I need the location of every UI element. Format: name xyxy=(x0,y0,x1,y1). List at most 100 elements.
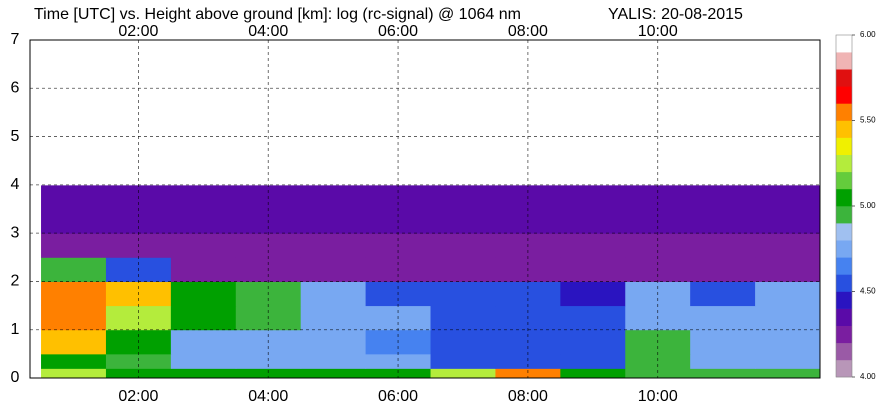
heatmap-cell xyxy=(300,233,367,258)
heatmap-cell xyxy=(495,368,561,378)
heatmap-cell xyxy=(41,353,107,369)
colorbar-swatch xyxy=(836,325,852,344)
x-tick-label: 04:00 xyxy=(248,388,288,405)
colorbar-swatch xyxy=(836,240,852,258)
heatmap-cell xyxy=(430,233,496,258)
x-tick-label: 08:00 xyxy=(508,388,548,405)
heatmap-cell xyxy=(430,40,496,186)
heatmap-cell xyxy=(560,305,626,331)
heatmap-cell xyxy=(41,40,107,186)
colorbar-swatch xyxy=(836,274,852,292)
heatmap-cell xyxy=(41,233,107,258)
heatmap-cell xyxy=(690,281,756,307)
colorbar-tick-label: 6.00 xyxy=(860,30,876,39)
x-tick-label: 10:00 xyxy=(638,23,678,40)
colorbar-swatch xyxy=(836,103,852,121)
heatmap-cell xyxy=(300,329,367,355)
colorbar-tick-label: 4.50 xyxy=(860,287,876,296)
colorbar-swatch xyxy=(836,308,852,326)
heatmap-cell xyxy=(430,281,496,307)
heatmap-cell xyxy=(690,233,756,258)
y-tick-label: 6 xyxy=(11,80,20,97)
heatmap-cell xyxy=(365,353,432,369)
heatmap-cell xyxy=(495,353,561,369)
colorbar-swatch xyxy=(836,291,852,309)
y-tick-label: 7 xyxy=(11,31,20,48)
chart-title: Time [UTC] vs. Height above ground [km]:… xyxy=(34,6,521,23)
colorbar-swatch xyxy=(836,35,852,53)
colorbar-swatch xyxy=(836,137,852,155)
x-tick-label: 02:00 xyxy=(118,23,158,40)
heatmap-cell xyxy=(560,281,626,307)
heatmap-cell xyxy=(170,353,237,369)
heatmap-cell xyxy=(690,353,756,369)
colorbar-swatch xyxy=(836,69,852,87)
colorbar-swatch xyxy=(836,257,852,275)
chart-subtitle: YALIS: 20-08-2015 xyxy=(608,6,743,23)
heatmap-cell xyxy=(235,353,302,369)
y-tick-label: 2 xyxy=(11,273,20,290)
heatmap-cell xyxy=(170,184,237,234)
heatmap-cell xyxy=(560,233,626,258)
y-tick-label: 3 xyxy=(11,224,20,241)
plot-frame xyxy=(29,39,821,379)
colorbar-swatch xyxy=(836,206,852,224)
y-tick-label: 5 xyxy=(11,128,20,145)
heatmap-cell xyxy=(690,329,756,355)
heatmap-cell xyxy=(690,184,756,234)
heatmap-cell xyxy=(690,40,756,186)
heatmap-cell xyxy=(755,281,820,307)
heatmap-cell xyxy=(170,233,237,258)
heatmap-cell xyxy=(430,353,496,369)
y-tick-label: 0 xyxy=(11,369,20,386)
y-tick-label: 1 xyxy=(11,321,20,338)
colorbar-swatch xyxy=(836,154,852,173)
heatmap-cell xyxy=(430,257,496,282)
x-tick-label: 06:00 xyxy=(378,388,418,405)
colorbar-tick-label: 5.00 xyxy=(860,201,876,210)
heatmap-cell xyxy=(560,368,626,378)
heatmap-cell xyxy=(430,329,496,355)
heatmap-cell xyxy=(690,368,756,378)
heatmap-cells xyxy=(41,40,820,378)
heatmap-cell xyxy=(300,40,367,186)
heatmap-cell xyxy=(170,329,237,355)
heatmap-cell xyxy=(755,184,820,234)
heatmap-cell xyxy=(755,353,820,369)
heatmap-cell xyxy=(105,368,172,378)
y-tick-label: 4 xyxy=(11,176,20,193)
heatmap-cell xyxy=(170,368,237,378)
x-tick-label: 10:00 xyxy=(638,388,678,405)
heatmap-cell xyxy=(755,233,820,258)
heatmap-cell xyxy=(430,368,496,378)
heatmap-cell xyxy=(170,257,237,282)
heatmap-cell xyxy=(41,184,107,234)
heatmap-cell xyxy=(430,305,496,331)
colorbar-swatch xyxy=(836,171,852,190)
heatmap-cell xyxy=(300,184,367,234)
x-tick-label: 04:00 xyxy=(248,23,288,40)
heatmap-cell xyxy=(41,368,107,378)
heatmap-cell xyxy=(41,257,107,282)
heatmap-cell xyxy=(105,353,172,369)
x-tick-label: 08:00 xyxy=(508,23,548,40)
heatmap-cell xyxy=(41,329,107,355)
colorbar-swatch xyxy=(836,52,852,70)
heatmap-cell xyxy=(170,40,237,186)
heatmap-cell xyxy=(41,281,107,307)
colorbar-swatch xyxy=(836,120,852,138)
colorbar-swatch xyxy=(836,223,852,241)
heatmap-cell xyxy=(170,281,237,307)
heatmap-cell xyxy=(560,329,626,355)
heatmap-cell xyxy=(690,305,756,331)
heatmap-cell xyxy=(625,353,691,369)
heatmap-cell xyxy=(690,257,756,282)
heatmap-cell xyxy=(365,368,432,378)
heatmap-cell xyxy=(430,184,496,234)
heatmap-cell xyxy=(170,305,237,331)
heatmap-cell xyxy=(755,257,820,282)
colorbar-swatch xyxy=(836,188,852,207)
heatmap-cell xyxy=(560,353,626,369)
heatmap-cell xyxy=(300,281,367,307)
